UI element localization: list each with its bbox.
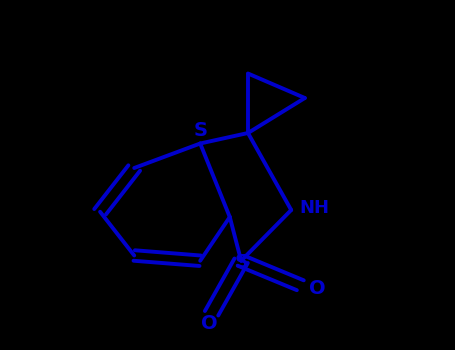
- Text: S: S: [234, 253, 248, 272]
- Text: O: O: [201, 314, 217, 332]
- Text: O: O: [309, 279, 326, 298]
- Text: S: S: [193, 121, 207, 140]
- Text: NH: NH: [300, 199, 330, 217]
